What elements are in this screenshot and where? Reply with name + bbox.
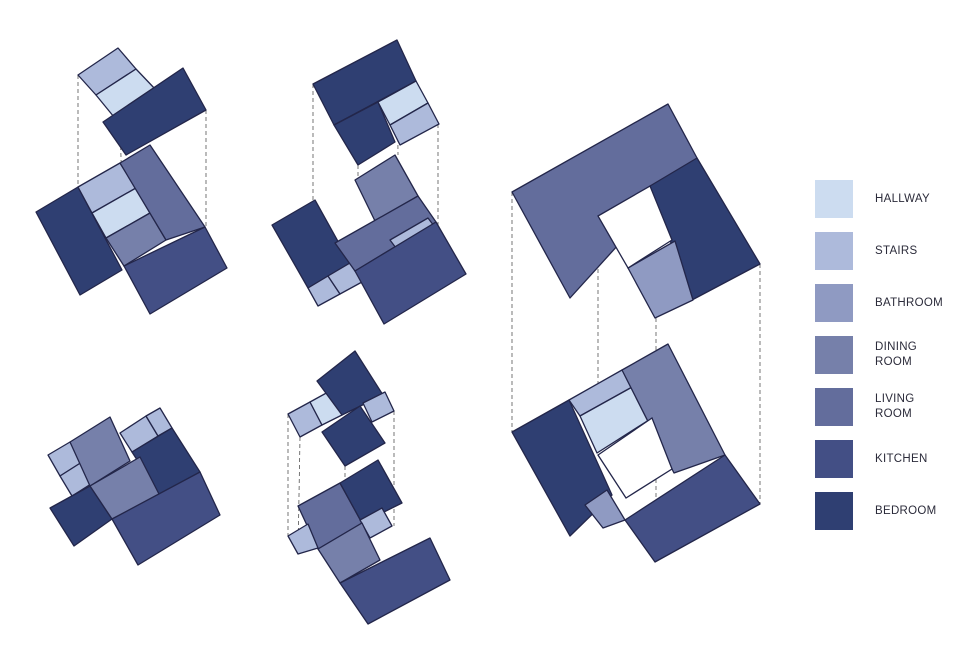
legend-swatch-living-room: [815, 388, 853, 426]
legend-swatch-stairs: [815, 232, 853, 270]
room-kitchen: [123, 226, 228, 315]
plan-3-upper: [511, 103, 761, 319]
legend-item-stairs: STAIRS: [815, 232, 965, 284]
room-legend: HALLWAY STAIRS BATHROOM DINING ROOM LIVI…: [815, 180, 965, 544]
room-dining: [317, 522, 381, 584]
legend-swatch-bathroom: [815, 284, 853, 322]
floor-plans: [35, 39, 761, 625]
plan-4: [47, 407, 221, 566]
room-bedroom: [102, 67, 207, 156]
room-kitchen: [354, 221, 467, 325]
legend-item-hallway: HALLWAY: [815, 180, 965, 232]
legend-item-living-room: LIVING ROOM: [815, 388, 965, 440]
legend-label-hallway: HALLWAY: [875, 193, 930, 205]
room-stairs: [287, 523, 319, 555]
room-kitchen: [111, 471, 221, 566]
room-bedroom: [321, 405, 386, 467]
plan-2-upper: [312, 39, 440, 166]
room-kitchen: [339, 537, 451, 625]
plan-1-upper: [77, 47, 207, 156]
room-bathroom: [627, 240, 694, 319]
room-stairs: [389, 102, 440, 146]
legend-item-bathroom: BATHROOM: [815, 284, 965, 336]
legend-label-stairs: STAIRS: [875, 245, 918, 257]
guide-line: [297, 436, 301, 555]
legend-swatch-bedroom: [815, 492, 853, 530]
legend-label-kitchen: KITCHEN: [875, 453, 928, 465]
legend-swatch-kitchen: [815, 440, 853, 478]
courtyard-void: [597, 417, 673, 499]
legend-label-bathroom: BATHROOM: [875, 297, 943, 309]
plan-5-upper: [287, 350, 395, 467]
legend-label-bedroom: BEDROOM: [875, 505, 937, 517]
plan-5-lower: [287, 459, 451, 625]
room-dining: [69, 416, 131, 487]
room-bedroom: [35, 186, 123, 296]
plan-1-lower: [35, 144, 228, 315]
legend-label-dining-room: DINING ROOM: [875, 341, 918, 368]
room-bedroom: [511, 399, 613, 537]
legend-swatch-hallway: [815, 180, 853, 218]
legend-item-kitchen: KITCHEN: [815, 440, 965, 492]
courtyard-void: [597, 185, 673, 269]
room-bedroom: [339, 459, 403, 524]
room-bedroom: [333, 101, 396, 166]
room-stairs: [362, 391, 395, 423]
legend-item-bedroom: BEDROOM: [815, 492, 965, 544]
plan-2-lower: [271, 154, 467, 325]
legend-label-living-room: LIVING ROOM: [875, 393, 915, 420]
legend-swatch-dining-room: [815, 336, 853, 374]
plan-3-lower: [511, 343, 761, 563]
room-kitchen: [624, 454, 761, 563]
legend-item-dining-room: DINING ROOM: [815, 336, 965, 388]
